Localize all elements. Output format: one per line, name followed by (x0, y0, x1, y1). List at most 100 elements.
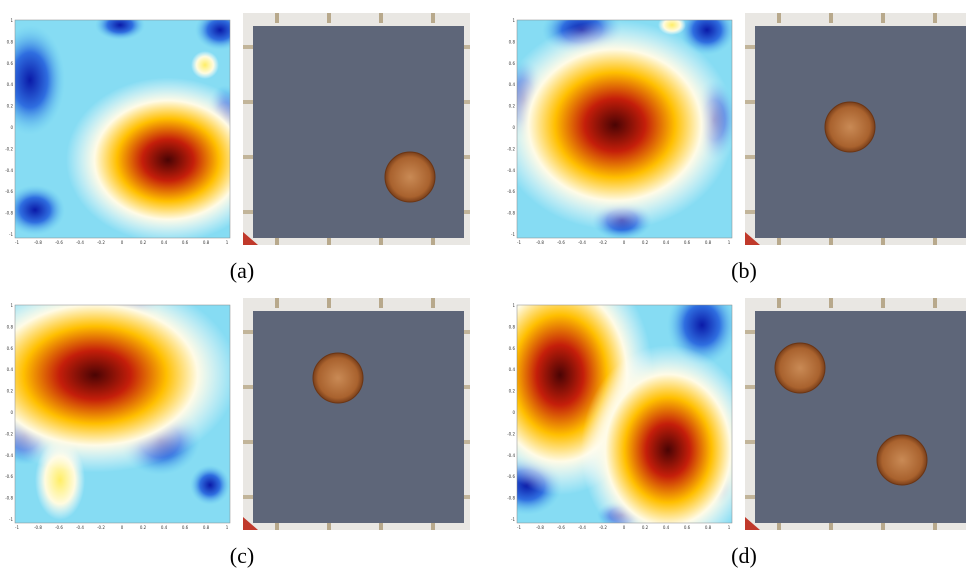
clip (327, 13, 331, 23)
x-tick-label: 0.6 (684, 525, 691, 530)
y-tick-label: 0.2 (7, 389, 14, 394)
y-tick-label: 0 (512, 410, 515, 415)
coin (385, 152, 435, 202)
clip (933, 298, 937, 308)
x-tick-label: -0.4 (76, 525, 84, 530)
x-tick-label: 0.4 (161, 525, 168, 530)
y-tick-label: -0.2 (5, 146, 13, 151)
cold-spot (195, 10, 245, 50)
y-tick-label: -1 (511, 232, 515, 237)
y-tick-label: 0.8 (7, 324, 14, 329)
x-tick-label: 0.8 (705, 240, 712, 245)
clip (745, 495, 755, 499)
x-tick-label: 0.2 (140, 240, 147, 245)
clip (243, 330, 253, 334)
y-tick-label: 1 (512, 303, 515, 308)
y-tick-label: 0.6 (509, 346, 516, 351)
clip (275, 298, 279, 308)
x-tick-label: -0.2 (97, 240, 105, 245)
clip (243, 45, 253, 49)
x-tick-label: 0.6 (182, 525, 189, 530)
y-tick-label: 0 (10, 125, 13, 130)
y-tick-label: -0.6 (5, 474, 13, 479)
photo (243, 298, 470, 530)
x-tick-label: -0.8 (536, 525, 544, 530)
clip (745, 440, 755, 444)
clip (745, 210, 755, 214)
y-tick-label: -0.4 (5, 453, 13, 458)
x-tick-label: -0.8 (536, 240, 544, 245)
clip (243, 385, 253, 389)
heatmap: -1-1-0.8-0.8-0.6-0.6-0.4-0.4-0.2-0.2000.… (0, 10, 270, 245)
y-tick-label: 0.6 (509, 61, 516, 66)
x-tick-label: 0.4 (161, 240, 168, 245)
y-tick-label: -0.4 (507, 168, 515, 173)
y-tick-label: -0.6 (507, 189, 515, 194)
x-tick-label: 0.8 (203, 525, 210, 530)
y-tick-label: 0.4 (7, 367, 14, 372)
y-tick-label: 0.6 (7, 61, 14, 66)
figure: -1-1-0.8-0.8-0.6-0.6-0.4-0.4-0.2-0.2000.… (0, 0, 966, 570)
x-tick-label: 0.2 (642, 525, 649, 530)
x-tick-label: -1 (15, 525, 19, 530)
clip (275, 13, 279, 23)
hot-spot (495, 20, 735, 230)
photo (745, 298, 966, 530)
y-tick-label: 0.8 (509, 324, 516, 329)
clip (243, 155, 253, 159)
clip (881, 13, 885, 23)
x-tick-label: 1 (728, 525, 731, 530)
clip (881, 298, 885, 308)
x-tick-label: 0.2 (140, 525, 147, 530)
x-tick-label: 0.8 (705, 525, 712, 530)
clip (777, 298, 781, 308)
clip (243, 440, 253, 444)
coin (825, 102, 875, 152)
cold-spot (95, 10, 145, 40)
clip (379, 298, 383, 308)
clip (745, 100, 755, 104)
panel: -1-1-0.8-0.8-0.6-0.6-0.4-0.4-0.2-0.2000.… (467, 255, 966, 568)
y-tick-label: 1 (512, 18, 515, 23)
cold-spot (5, 185, 65, 235)
y-tick-label: -1 (9, 517, 13, 522)
cold-spot (190, 465, 230, 505)
clip (933, 13, 937, 23)
y-tick-label: 0.2 (7, 104, 14, 109)
y-tick-label: -0.2 (507, 431, 515, 436)
heatmap-field (467, 255, 755, 555)
panel-label: (d) (731, 543, 757, 568)
x-tick-label: -0.2 (599, 240, 607, 245)
x-tick-label: -1 (15, 240, 19, 245)
x-tick-label: -0.8 (34, 240, 42, 245)
y-tick-label: 1 (10, 303, 13, 308)
y-tick-label: 0.2 (509, 104, 516, 109)
x-tick-label: 0.4 (663, 525, 670, 530)
panel: -1-1-0.8-0.8-0.6-0.6-0.4-0.4-0.2-0.2000.… (495, 5, 966, 283)
plate (253, 311, 464, 523)
clip (745, 45, 755, 49)
x-tick-label: -0.6 (557, 240, 565, 245)
y-tick-label: 0 (10, 410, 13, 415)
panel: -1-1-0.8-0.8-0.6-0.6-0.4-0.4-0.2-0.2000.… (0, 278, 470, 569)
y-tick-label: -0.6 (507, 474, 515, 479)
clip (243, 495, 253, 499)
x-tick-label: -1 (517, 525, 521, 530)
x-tick-label: 1 (226, 240, 229, 245)
clip (777, 13, 781, 23)
x-tick-label: -0.4 (578, 240, 586, 245)
y-tick-label: -0.2 (5, 431, 13, 436)
coin (775, 343, 825, 393)
plate (755, 311, 966, 523)
x-tick-label: -0.4 (578, 525, 586, 530)
y-tick-label: -0.8 (507, 496, 515, 501)
x-tick-label: 0 (623, 525, 626, 530)
photo (745, 13, 966, 245)
y-tick-label: -0.8 (5, 496, 13, 501)
warm-spot (191, 51, 219, 79)
hot-spot (581, 345, 755, 555)
coin (877, 435, 927, 485)
photo (243, 13, 470, 245)
x-tick-label: 0.8 (203, 240, 210, 245)
y-tick-label: 0.4 (7, 82, 14, 87)
